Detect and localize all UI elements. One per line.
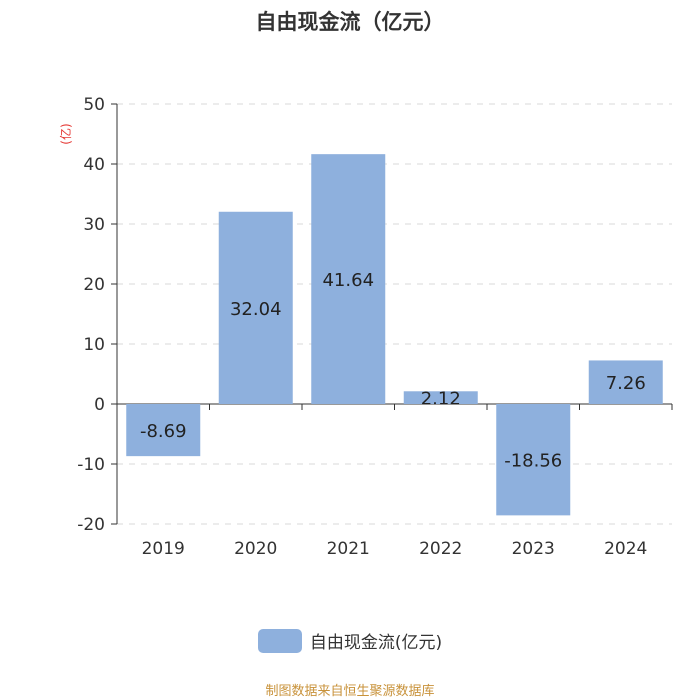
bar-data-label: -18.56 bbox=[504, 451, 562, 472]
bar bbox=[126, 404, 201, 457]
x-tick-label: 2021 bbox=[327, 539, 370, 559]
y-tick-label: 0 bbox=[94, 395, 105, 415]
bar bbox=[496, 404, 571, 516]
legend-label: 自由现金流(亿元) bbox=[309, 633, 443, 653]
y-axis-unit-label: (亿) bbox=[58, 123, 73, 144]
bar-data-label: 2.12 bbox=[421, 389, 461, 410]
x-tick-label: 2024 bbox=[604, 539, 647, 559]
bar-data-label: 7.26 bbox=[606, 373, 646, 394]
x-tick-label: 2020 bbox=[234, 539, 277, 559]
x-tick-label: 2019 bbox=[142, 539, 185, 559]
x-axis: 2019 2020 2021 2022 2023 2024 bbox=[116, 403, 673, 559]
bar bbox=[218, 211, 293, 404]
legend-swatch bbox=[257, 628, 302, 653]
legend[interactable]: 自由现金流(亿元) bbox=[0, 628, 700, 653]
bar bbox=[311, 154, 386, 404]
bar-data-label: 32.04 bbox=[230, 299, 282, 320]
y-tick-label: 10 bbox=[83, 335, 105, 355]
y-tick-label: 30 bbox=[83, 215, 105, 235]
x-tick-label: 2022 bbox=[419, 539, 462, 559]
bar bbox=[588, 360, 663, 404]
source-note: 制图数据来自恒生聚源数据库 bbox=[265, 684, 435, 699]
bar-data-label: 41.64 bbox=[322, 270, 374, 291]
bar bbox=[403, 391, 478, 404]
grid-lines bbox=[117, 103, 672, 525]
chart-title: 自由现金流（亿元） bbox=[255, 10, 445, 34]
y-tick-label: 40 bbox=[83, 155, 105, 175]
x-tick-label: 2023 bbox=[512, 539, 555, 559]
bar-data-label: -8.69 bbox=[140, 421, 187, 442]
y-tick-label: -10 bbox=[77, 455, 105, 475]
y-tick-label: 50 bbox=[83, 95, 105, 115]
data-labels: -8.69 32.04 41.64 2.12 -18.56 7.26 bbox=[140, 270, 646, 472]
y-tick-label: -20 bbox=[77, 515, 105, 535]
y-axis: -20 -10 0 10 20 30 40 50 bbox=[77, 95, 118, 535]
bars bbox=[126, 154, 663, 516]
y-tick-label: 20 bbox=[83, 275, 105, 295]
